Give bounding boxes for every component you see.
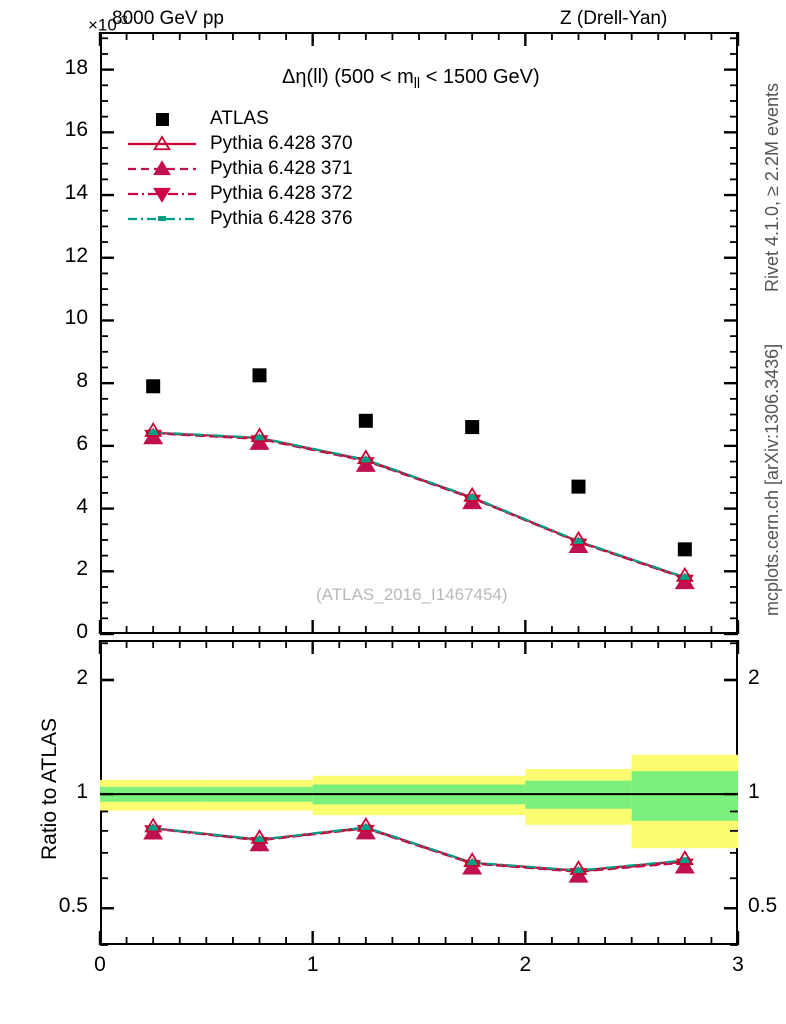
ratio-plot-canvas [98,640,740,946]
legend-label: Pythia 6.428 371 [210,157,353,179]
ratio-y-tick-label-right: 0.5 [748,894,778,918]
main-y-tick-label: 4 [76,494,88,518]
ratio-axis-title: Ratio to ATLAS [38,717,61,860]
legend-line-marker-icon [128,134,196,150]
legend-line-marker-icon [128,187,196,203]
legend-label: Pythia 6.428 372 [210,182,353,204]
main-y-tick-label: 6 [76,431,88,455]
legend-label: ATLAS [210,107,269,129]
legend-label: Pythia 6.428 370 [210,132,353,154]
legend-item: Pythia 6.428 372 [128,181,353,206]
ratio-x-tick-label: 3 [732,953,744,976]
ratio-y-tick-label: 1 [76,780,88,804]
legend-key-pythia [128,133,196,155]
main-y-tick-label: 10 [64,306,88,330]
ratio-y-tick-label: 2 [76,666,88,689]
main-y-tick-label: 14 [64,181,88,205]
legend-key-pythia [128,158,196,180]
legend-key-pythia [128,208,196,230]
ratio-y-tick-label-right: 1 [748,780,760,804]
y-scale-label: ×10-3 [88,13,128,36]
main-y-tick-label: 16 [64,118,88,142]
ratio-x-tick-label: 2 [519,953,532,976]
y-scale-base: ×10 [88,15,117,35]
dataset-watermark: (ATLAS_2016_I1467454) [316,585,508,604]
legend-item: Pythia 6.428 371 [128,156,353,181]
legend-item: Pythia 6.428 370 [128,131,353,156]
process-label: Z (Drell-Yan) [560,8,668,29]
title-subscript: ll [413,76,421,93]
ratio-x-tick-label: 1 [306,953,319,976]
main-plot-title: Δη(ll) (500 < mll < 1500 GeV) [282,66,540,92]
mcplots-credit-label: mcplots.cern.ch [arXiv:1306.3436] [762,343,782,616]
main-plot-canvas [98,32,740,636]
title-suffix: < 1500 GeV) [420,66,540,88]
ratio-y-tick-label-right: 2 [748,666,760,689]
legend-key-atlas [128,108,196,130]
legend-line-marker-icon [128,215,196,221]
ratio-x-tick-label: 0 [94,953,106,976]
ratio-y-tick-label: 0.5 [58,894,88,918]
y-scale-exponent: -3 [116,13,128,27]
title-prefix: Δη(ll) (500 < m [282,66,414,88]
legend: ATLAS Pythia 6.428 370 Pythia 6.428 371 Pyt… [128,106,353,231]
main-y-tick-label: 0 [76,620,88,643]
main-y-tick-label: 2 [76,557,88,581]
legend-item: Pythia 6.428 376 [128,206,353,231]
legend-line-marker-icon [128,159,196,175]
main-y-tick-label: 12 [64,243,88,267]
legend-item: ATLAS [128,106,353,131]
main-y-tick-label: 8 [76,369,88,393]
beam-label: 8000 GeV pp [112,8,224,29]
legend-square-marker-icon [156,112,169,126]
legend-label: Pythia 6.428 376 [210,207,353,229]
legend-key-pythia [128,183,196,205]
rivet-version-label: Rivet 4.1.0, ≥ 2.2M events [762,83,782,292]
main-y-tick-label: 18 [64,55,88,79]
